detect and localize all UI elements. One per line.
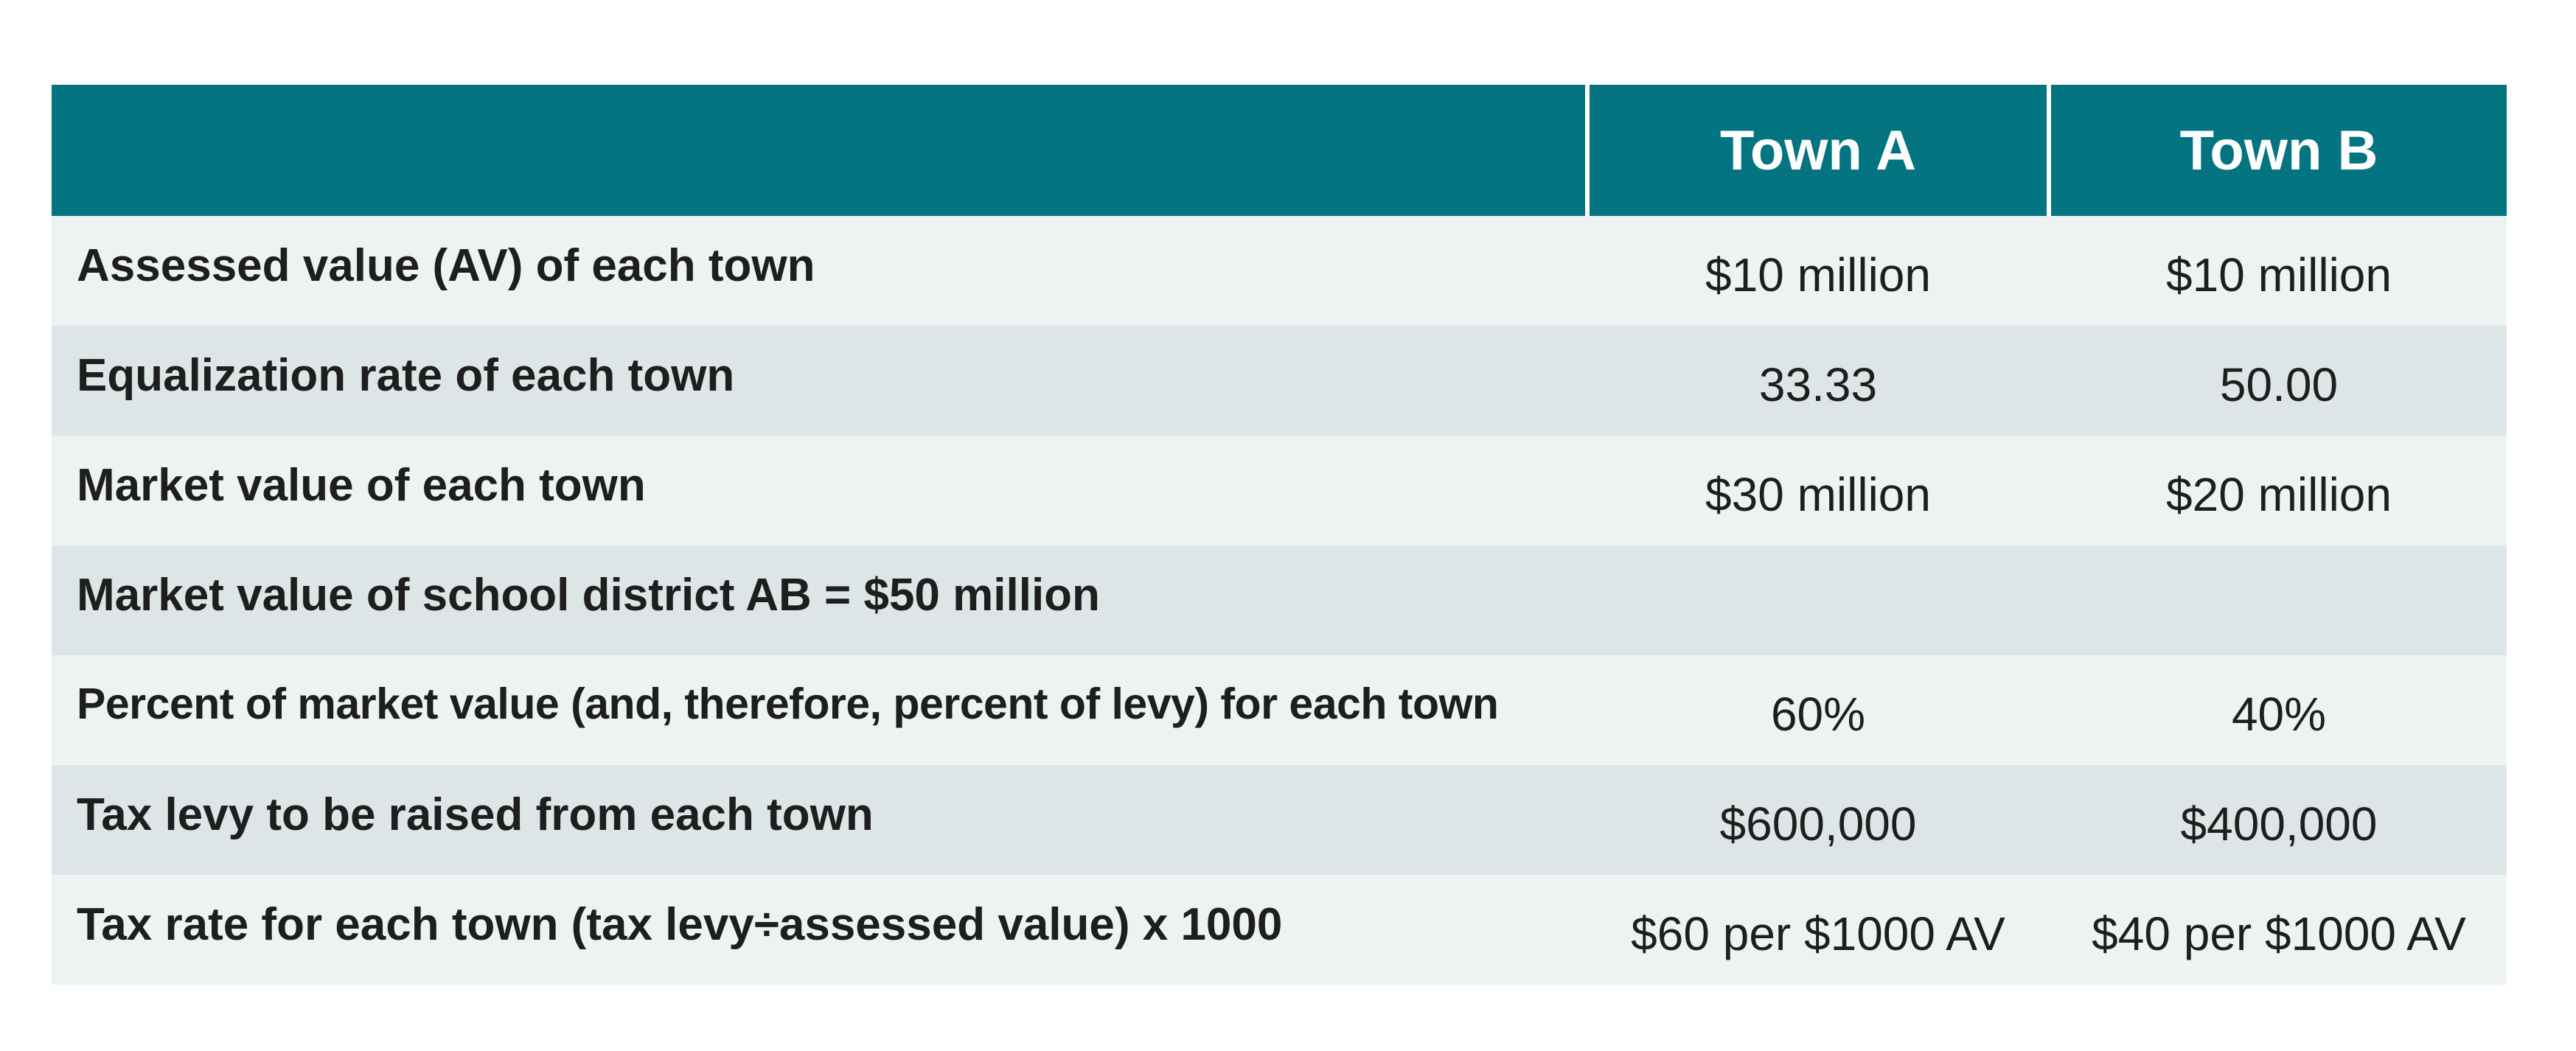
town-b-value: 40% <box>2051 655 2507 765</box>
row-label: Market value of school district AB = $50… <box>52 545 1585 655</box>
town-a-value: $30 million <box>1590 436 2047 545</box>
cell-gap <box>2047 875 2051 985</box>
cell-gap <box>2047 326 2051 436</box>
town-a-value: 33.33 <box>1590 326 2047 436</box>
town-b-value <box>2051 545 2507 655</box>
row-label: Percent of market value (and, therefore,… <box>52 655 1585 765</box>
town-a-value: $600,000 <box>1590 765 2047 875</box>
cell-gap <box>1585 765 1590 875</box>
row-label: Tax levy to be raised from each town <box>52 765 1585 875</box>
cell-gap <box>2047 545 2051 655</box>
levy-table: Town A Town B Assessed value (AV) of eac… <box>52 85 2507 985</box>
town-a-value: $60 per $1000 AV <box>1590 875 2047 985</box>
cell-gap <box>2047 436 2051 545</box>
row-label: Market value of each town <box>52 436 1585 545</box>
town-b-value: 50.00 <box>2051 326 2507 436</box>
cell-gap <box>2047 655 2051 765</box>
row-label: Tax rate for each town (tax levy÷assesse… <box>52 875 1585 985</box>
town-b-value: $10 million <box>2051 216 2507 326</box>
town-b-value: $20 million <box>2051 436 2507 545</box>
cell-gap <box>2047 216 2051 326</box>
row-label: Assessed value (AV) of each town <box>52 216 1585 326</box>
town-a-value: 60% <box>1590 655 2047 765</box>
cell-gap <box>1585 875 1590 985</box>
cell-gap <box>1585 545 1590 655</box>
town-a-value <box>1590 545 2047 655</box>
cell-gap <box>1585 326 1590 436</box>
row-label: Equalization rate of each town <box>52 326 1585 436</box>
town-b-value: $400,000 <box>2051 765 2507 875</box>
header-town-b: Town B <box>2051 85 2507 216</box>
header-divider <box>1585 85 1590 216</box>
header-divider <box>2047 85 2051 216</box>
cell-gap <box>1585 436 1590 545</box>
town-b-value: $40 per $1000 AV <box>2051 875 2507 985</box>
cell-gap <box>2047 765 2051 875</box>
cell-gap <box>1585 216 1590 326</box>
header-town-a: Town A <box>1590 85 2047 216</box>
header-label-column <box>52 85 1585 216</box>
town-a-value: $10 million <box>1590 216 2047 326</box>
cell-gap <box>1585 655 1590 765</box>
